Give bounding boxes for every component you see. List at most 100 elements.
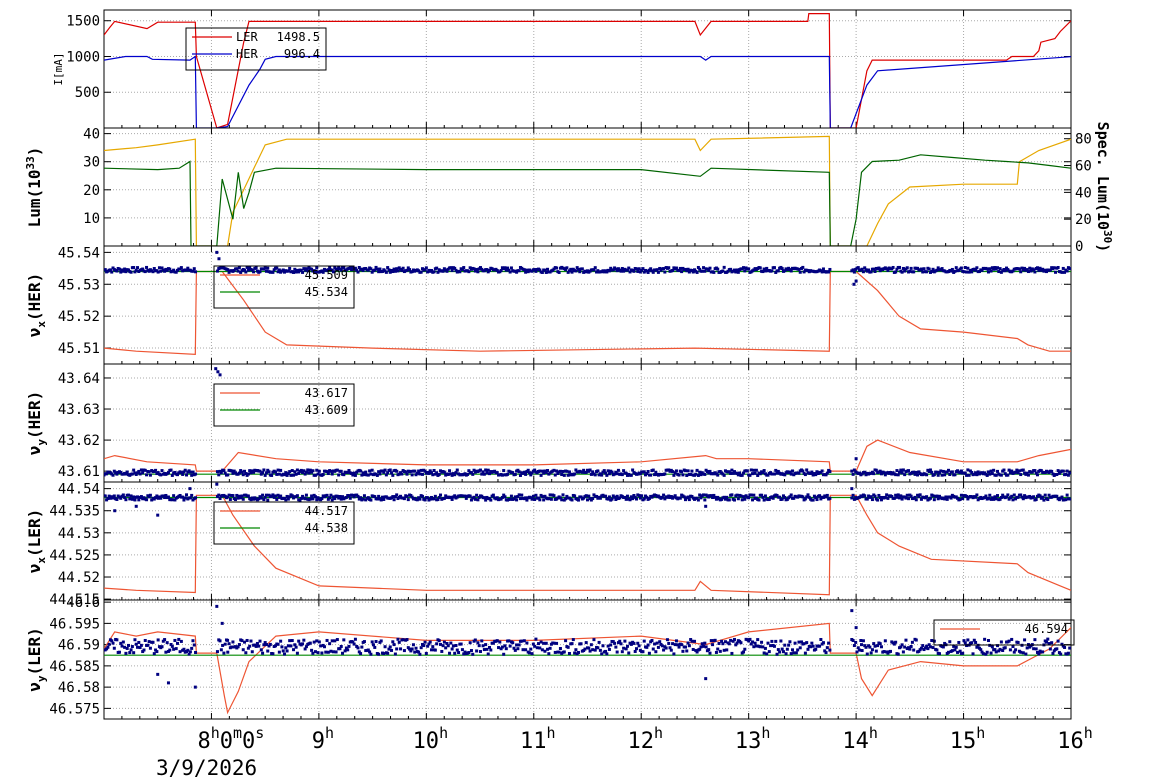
data-point [611,268,615,272]
data-point [936,497,940,501]
data-point [712,493,716,497]
data-point [990,472,994,476]
data-point [586,498,589,502]
data-point [1060,642,1064,646]
data-point [662,493,666,497]
data-point [226,495,230,499]
data-point [935,268,939,272]
data-point [111,473,115,477]
data-point [901,468,905,472]
data-point [418,472,422,476]
data-point [949,496,953,500]
data-point [925,270,929,274]
data-point [313,473,317,477]
data-point [143,638,147,642]
data-point [708,651,712,655]
data-point [433,648,437,652]
series-points [104,250,1071,286]
data-point [865,497,869,501]
data-point [215,470,219,474]
data-point [602,469,606,473]
data-point [284,498,288,502]
data-point [638,472,642,476]
data-point [930,638,934,642]
y-axis-label: νx(LER) [25,509,48,573]
data-point [136,645,140,649]
data-point-outlier [156,513,160,517]
data-point [190,473,194,477]
data-point [606,469,610,473]
data-point [155,650,159,654]
data-point [395,267,399,271]
data-point [1003,472,1007,476]
data-point [567,651,571,655]
data-point [948,640,952,644]
data-point [637,267,641,271]
data-point [1020,495,1024,499]
data-point [732,470,736,474]
y-tick-label: 45.53 [58,277,100,293]
data-point [707,471,711,475]
data-point [128,651,132,655]
data-point [727,470,731,474]
data-point [579,495,583,499]
data-point [756,473,760,477]
data-point [962,270,966,274]
data-point [132,266,136,270]
data-point [802,642,806,646]
data-point [996,266,1000,270]
data-point [1045,270,1049,274]
data-point [989,497,993,501]
data-point [872,472,876,476]
data-point [658,640,662,644]
data-point [723,497,727,501]
data-point [529,473,533,477]
data-point [742,471,746,475]
data-point [787,643,791,647]
data-point [742,495,746,499]
data-point [708,266,712,270]
data-point [953,648,957,652]
data-point [640,494,644,498]
data-point [268,642,272,646]
data-point [774,639,778,643]
data-point [963,641,967,645]
data-point [254,644,258,648]
data-point [437,639,441,643]
data-point [904,638,908,642]
data-point [754,468,758,472]
data-point [245,638,249,642]
data-point [814,647,818,651]
data-point [544,641,548,645]
data-point [690,469,694,473]
data-point [436,270,440,274]
data-point [450,473,454,477]
data-point [975,266,979,270]
data-point [186,648,190,652]
data-point [858,648,862,652]
data-point [326,268,330,272]
y-right-tick-label: 60 [1075,159,1092,175]
data-point [722,473,726,477]
data-point [900,643,904,647]
data-point [353,473,357,477]
data-point [638,270,642,274]
data-point [595,494,599,498]
data-point [613,641,617,645]
data-point [187,652,191,656]
data-point [593,266,597,270]
y-tick-label: 45.52 [58,309,100,325]
data-point [966,638,970,642]
data-point [687,270,691,274]
data-point [663,472,667,476]
data-point [276,270,280,274]
data-point [967,270,971,274]
data-point [108,268,112,272]
data-point [435,642,439,646]
data-point [330,472,334,476]
data-point [673,471,677,475]
data-point [139,643,143,647]
data-point [827,641,831,645]
data-point [702,493,706,497]
data-point [164,650,168,654]
